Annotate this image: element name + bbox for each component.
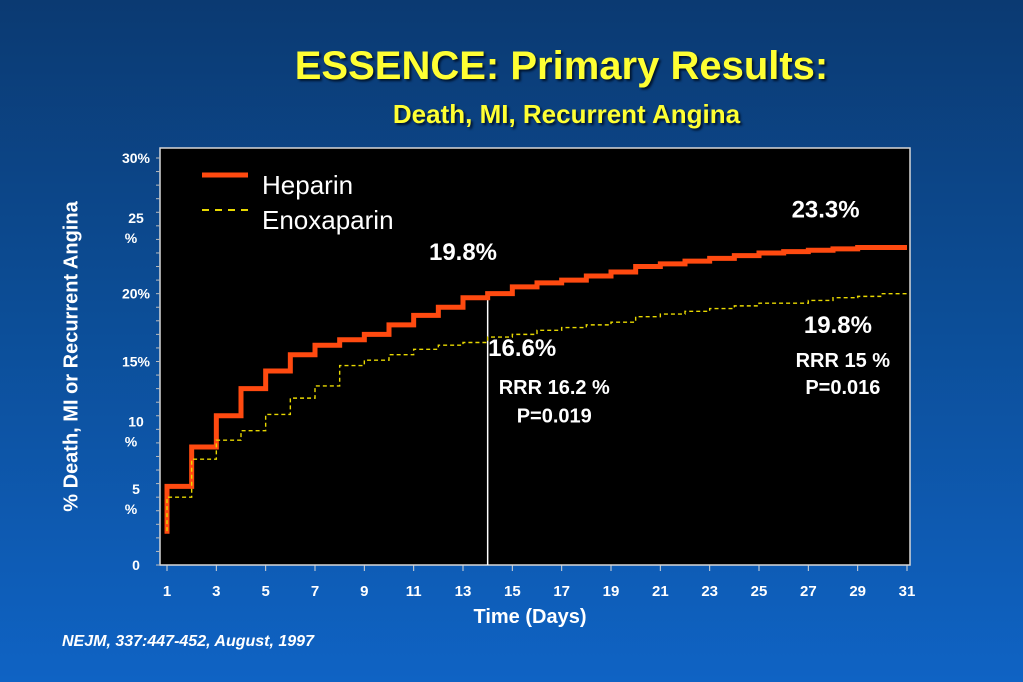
annotation-label: 23.3%	[792, 197, 860, 224]
x-tick-label: 27	[800, 583, 817, 600]
citation: NEJM, 337:447-452, August, 1997	[62, 633, 314, 650]
y-tick-label: 5%	[125, 481, 140, 517]
x-tick-label: 5	[261, 583, 269, 600]
x-tick-label: 17	[553, 583, 570, 600]
y-tick-label: 25%	[125, 210, 144, 246]
x-axis-label: Time (Days)	[473, 606, 587, 628]
x-tick-label: 7	[311, 583, 319, 600]
legend-label-enoxaparin: Enoxaparin	[262, 205, 394, 235]
slide-title: ESSENCE: Primary Results:	[294, 44, 829, 88]
y-tick-label: 10%	[125, 413, 144, 449]
series-line-enoxaparin	[166, 292, 908, 532]
x-tick-label: 1	[163, 583, 171, 600]
annotation-label: P=0.016	[805, 377, 880, 399]
y-tick-label: 0	[132, 557, 140, 573]
annotation-label: RRR 15 %	[796, 350, 891, 372]
x-tick-label: 29	[849, 583, 866, 600]
legend-label-heparin: Heparin	[262, 170, 353, 200]
x-tick-label: 23	[701, 583, 718, 600]
series-line-heparin	[164, 245, 907, 534]
annotation-label: 16.6%	[488, 335, 556, 362]
x-tick-label: 19	[603, 583, 620, 600]
x-tick-label: 13	[455, 583, 472, 600]
y-tick-label: 15%	[122, 354, 151, 370]
plot-area	[159, 147, 911, 566]
x-tick-label: 9	[360, 583, 368, 600]
x-tick-label: 31	[899, 583, 916, 600]
legend: Heparin Enoxaparin	[202, 170, 394, 235]
annotation-label: P=0.019	[517, 406, 592, 428]
x-tick-label: 11	[406, 583, 422, 600]
x-tick-label: 15	[504, 583, 521, 600]
y-tick-label: 30%	[122, 150, 151, 166]
annotation-label: 19.8%	[429, 239, 497, 266]
annotation-label: RRR 16.2 %	[499, 377, 610, 399]
y-tick-label: 20%	[122, 286, 151, 302]
x-tick-label: 25	[751, 583, 768, 600]
x-tick-label: 21	[652, 583, 669, 600]
slide-subtitle: Death, MI, Recurrent Angina	[392, 99, 741, 129]
annotation-label: 19.8%	[804, 312, 872, 339]
x-tick-label: 3	[212, 583, 220, 600]
